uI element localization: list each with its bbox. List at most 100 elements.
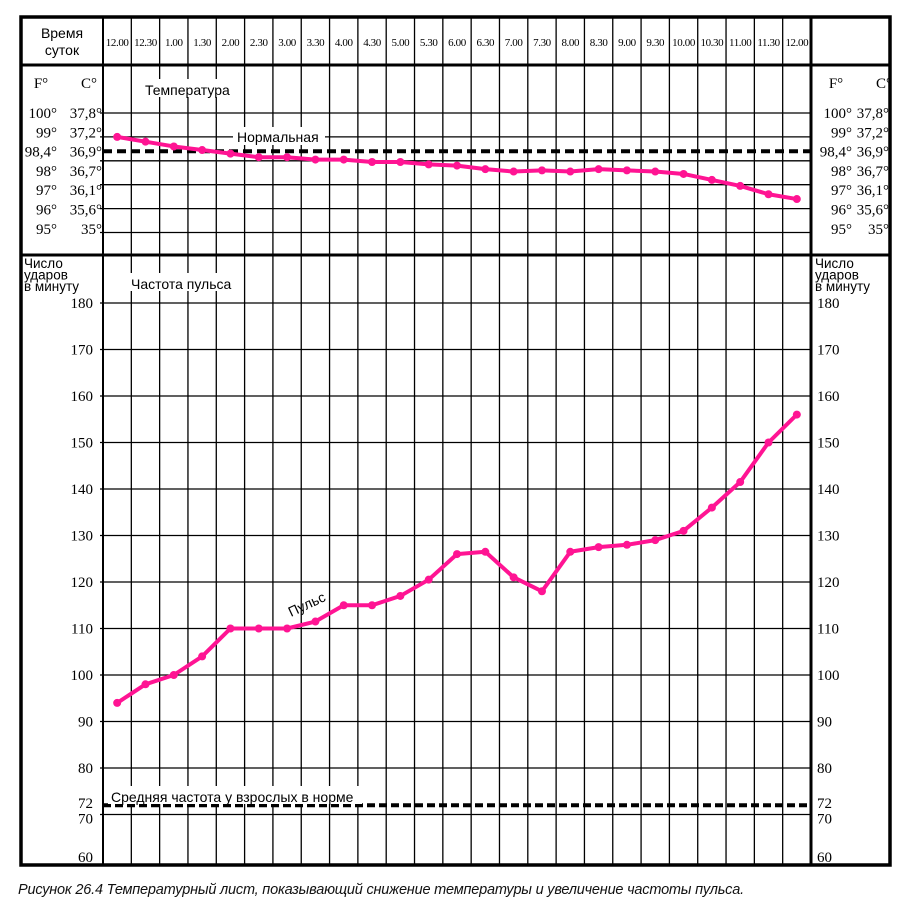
avg-pulse-label: Средняя частота у взрослых в норме	[111, 789, 354, 805]
temp-tick-c: 35,6°	[70, 203, 102, 219]
temperature-point	[169, 142, 178, 151]
temperature-point	[396, 157, 405, 166]
pulse-point	[792, 410, 801, 419]
time-tick-label: 12.00	[106, 37, 130, 49]
pulse-tick-left: 70	[78, 812, 93, 828]
pulse-point	[594, 543, 603, 552]
temp-tick-f: 100°	[824, 106, 853, 122]
pulse-tick-left: 100	[71, 668, 94, 684]
pulse-point	[368, 601, 377, 610]
pulse-point	[453, 550, 461, 559]
temp-tick-c: 36,9°	[70, 145, 102, 161]
labels: Время суток Температура Нормальная Часто…	[24, 25, 362, 805]
pulse-point	[226, 624, 235, 633]
time-tick-label: 12.30	[134, 37, 158, 49]
temperature-point	[736, 181, 745, 190]
pulse-tick-left: 180	[71, 296, 94, 312]
temp-tick-f: 99°	[36, 125, 57, 141]
pulse-point	[764, 438, 773, 447]
avg-label-bg	[108, 786, 362, 804]
pulse-tick-left: 160	[71, 389, 94, 405]
time-label-line2: суток	[45, 42, 80, 58]
pulse-tick-left: 60	[78, 850, 93, 866]
time-tick-label: 3.30	[307, 37, 326, 49]
pulse-tick-right: 110	[817, 622, 839, 638]
temperature-point	[311, 155, 320, 164]
pulse-tick-right: 120	[817, 575, 840, 591]
temperature-point	[707, 175, 716, 184]
temperature-point	[622, 166, 631, 175]
temperature-point	[368, 157, 377, 166]
pulse-tick-right: 180	[817, 296, 840, 312]
time-tick-label: 6.30	[476, 37, 495, 49]
pulse-point	[113, 698, 122, 707]
temperature-point	[566, 167, 575, 176]
series	[113, 132, 801, 707]
pulse-tick-right: 72	[817, 796, 832, 812]
temperature-point	[509, 167, 518, 176]
pulse-tick-right: 140	[817, 482, 840, 498]
pulse-title-bg	[127, 273, 235, 291]
pulse-series-label: Пульс	[286, 589, 328, 620]
tick-labels: 12.00 12.30 1.00 1.30 2.00 2.30 3.00 3.30 4.00 4.…	[25, 37, 892, 866]
temp-tick-f: 98°	[36, 164, 57, 180]
pulse-point	[622, 540, 631, 549]
pulse-tick-right: 90	[817, 715, 832, 731]
pulse-point	[566, 547, 575, 556]
pulse-point	[537, 587, 546, 596]
normal-temp-label: Нормальная	[237, 129, 319, 145]
pulse-point	[396, 591, 405, 600]
temp-tick-c: 37,8°	[857, 106, 889, 122]
pulse-ylabel-line: Число	[24, 256, 67, 271]
pulse-tick-right: 60	[817, 850, 832, 866]
pulse-ylabel-right: Число	[815, 256, 854, 271]
pulse-point	[736, 478, 745, 487]
temp-tick-f: 98,4°	[820, 145, 852, 161]
pulse-point	[311, 617, 320, 626]
temperature-point	[792, 195, 801, 204]
pulse-tick-right: 100	[817, 668, 840, 684]
temperature-point	[141, 137, 150, 146]
pulse-point	[198, 652, 207, 661]
pulse-point	[169, 671, 178, 679]
pulse-ylabel-right: ударов	[815, 268, 859, 283]
temperature-point	[651, 167, 660, 176]
time-tick-label: 7.00	[505, 37, 524, 49]
temperature-point	[113, 132, 122, 141]
time-tick-label: 4.00	[335, 37, 354, 49]
time-tick-label: 5.30	[420, 37, 439, 49]
pulse-point	[141, 680, 150, 689]
temperature-point	[339, 155, 348, 164]
time-tick-label: 10.00	[672, 37, 696, 49]
pulse-title: Частота пульса	[131, 276, 232, 292]
temp-axis-unit-c: C°	[876, 76, 892, 92]
time-tick-label: 12.00	[785, 37, 809, 49]
figure-caption: Рисунок 26.4 Температурный лист, показыв…	[18, 882, 744, 898]
pulse-ylabel-left: Число ударов в минуту	[24, 256, 79, 294]
temperature-point	[481, 165, 490, 174]
time-tick-label: 7.30	[533, 37, 552, 49]
temperature-point	[198, 146, 207, 155]
pulse-tick-left: 80	[78, 761, 93, 777]
pulse-point	[707, 503, 716, 512]
chart-frame	[19, 15, 892, 867]
time-tick-label: 6.00	[448, 37, 467, 49]
temperature-pulse-chart: Время суток Температура Нормальная Часто…	[19, 15, 892, 867]
temp-tick-f: 99°	[831, 125, 852, 141]
time-tick-label: 8.00	[561, 37, 580, 49]
pulse-point	[283, 624, 292, 633]
pulse-point	[651, 536, 660, 545]
temp-tick-f: 95°	[831, 222, 852, 238]
temp-tick-f: 98°	[831, 164, 852, 180]
temp-tick-c: 35°	[868, 222, 889, 238]
temperature-point	[764, 190, 773, 199]
pulse-tick-right: 160	[817, 389, 840, 405]
pulse-ylabel-line: ударов	[24, 268, 72, 283]
temp-tick-c: 36,7°	[857, 164, 889, 180]
pulse-tick-right: 70	[817, 812, 832, 828]
temp-axis-unit-c: C°	[81, 76, 97, 92]
time-tick-label: 2.00	[222, 37, 241, 49]
temp-tick-f: 95°	[36, 222, 57, 238]
pulse-point	[254, 624, 263, 633]
pulse-tick-left: 72	[78, 796, 93, 812]
